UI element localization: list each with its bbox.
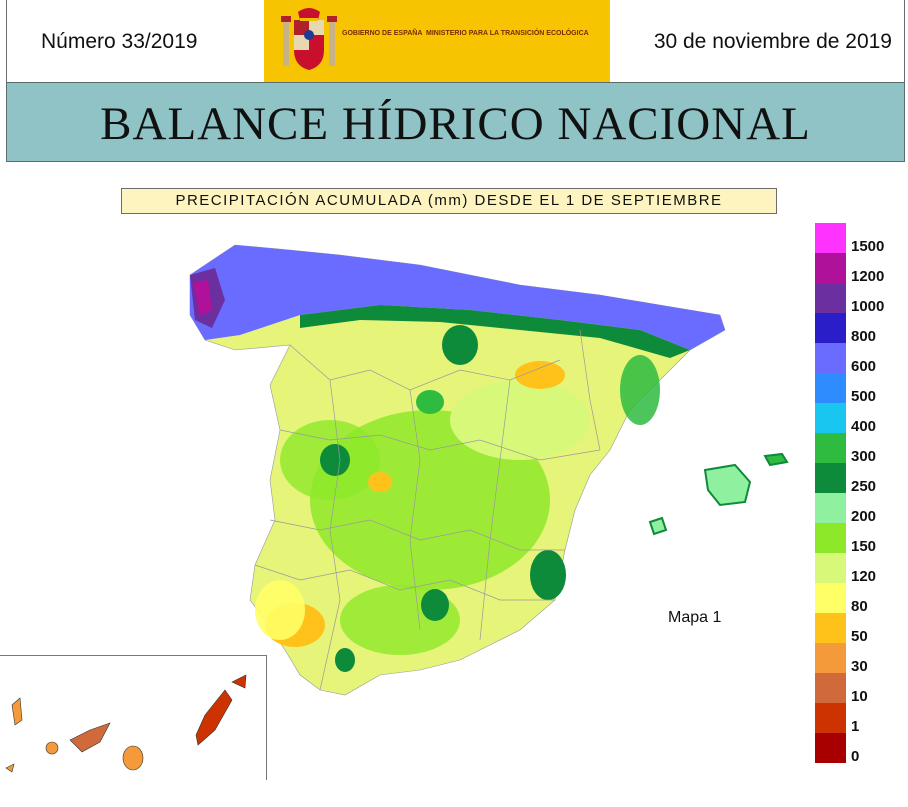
legend-label: 30 — [851, 658, 868, 675]
legend-swatch — [815, 583, 846, 613]
legend-label: 600 — [851, 358, 877, 375]
government-label: GOBIERNO DE ESPAÑA — [342, 30, 423, 37]
storm-spot-5 — [335, 648, 355, 672]
canary-5 — [195, 689, 233, 746]
legend-label: 400 — [851, 418, 877, 435]
valencia-band — [530, 550, 566, 600]
legend-swatch — [815, 373, 846, 403]
canary-7 — [5, 763, 15, 773]
storm-spot-4 — [421, 589, 449, 621]
page-title: BALANCE HÍDRICO NACIONAL — [100, 98, 811, 150]
legend-label: 800 — [851, 328, 877, 345]
bulletin-date: 30 de noviembre de 2019 — [653, 30, 892, 53]
legend-swatch — [815, 613, 846, 643]
legend-swatch — [815, 673, 846, 703]
aragon-dry — [515, 361, 565, 389]
storm-spot-1 — [442, 325, 478, 365]
catalonia-band — [620, 355, 660, 425]
coat-of-arms-icon — [281, 8, 337, 70]
province-borders — [254, 329, 601, 691]
extremadura-dry — [368, 472, 392, 492]
legend-label: 1200 — [851, 268, 885, 285]
legend-swatch — [815, 463, 846, 493]
legend-swatch — [815, 283, 846, 313]
legend-label: 120 — [851, 568, 877, 585]
legend-swatch — [815, 703, 846, 733]
legend-swatch — [815, 643, 846, 673]
ebro-light-zone — [450, 380, 590, 460]
ministry-label: MINISTERIO PARA LA TRANSICIÓN ECOLÓGICA — [426, 30, 589, 37]
legend-label: 150 — [851, 538, 877, 555]
canary-1 — [11, 697, 23, 726]
storm-spot-3 — [320, 444, 350, 476]
legend-swatch — [815, 523, 846, 553]
legend-label: 1 — [851, 718, 860, 735]
map-label: Mapa 1 — [668, 609, 722, 626]
northern-wet-band — [190, 245, 725, 350]
legend-swatch — [815, 493, 846, 523]
canary-2 — [45, 741, 59, 755]
menorca — [763, 452, 789, 467]
issue-number: Número 33/2019 — [41, 30, 198, 53]
canary-6 — [231, 674, 247, 689]
map-subtitle-banner: PRECIPITACIÓN ACUMULADA (mm) DESDE EL 1 … — [121, 188, 777, 214]
legend-label: 1500 — [851, 238, 885, 255]
map-subtitle: PRECIPITACIÓN ACUMULADA (mm) DESDE EL 1 … — [175, 192, 723, 209]
legend-label: 300 — [851, 448, 877, 465]
canary-4 — [122, 745, 144, 771]
legend-label: 250 — [851, 478, 877, 495]
legend-label: 0 — [851, 748, 860, 765]
canary-3 — [69, 722, 111, 753]
legend-swatch — [815, 433, 846, 463]
legend-swatch — [815, 733, 846, 763]
bulletin-header: Número 33/2019 GOBIERNO DE ESPAÑA MINIST… — [6, 0, 905, 83]
legend-label: 80 — [851, 598, 868, 615]
legend-swatch — [815, 253, 846, 283]
legend-label: 10 — [851, 688, 868, 705]
legend-label: 50 — [851, 628, 868, 645]
legend-swatch — [815, 403, 846, 433]
precipitation-map — [5, 244, 789, 773]
north-dark-band — [300, 305, 690, 358]
legend-label: 200 — [851, 508, 877, 525]
legend-label: 500 — [851, 388, 877, 405]
galicia-core — [193, 280, 212, 316]
southwest-light — [255, 580, 305, 640]
legend-swatch — [815, 553, 846, 583]
legend-label: 1000 — [851, 298, 885, 315]
canary-inset-frame — [0, 655, 267, 780]
storm-spot-2 — [416, 390, 444, 414]
legend-swatch — [815, 313, 846, 343]
legend-swatch — [815, 343, 846, 373]
mallorca — [703, 463, 752, 507]
ibiza — [648, 516, 668, 536]
legend-swatch — [815, 223, 846, 253]
title-banner: BALANCE HÍDRICO NACIONAL — [6, 82, 905, 162]
government-logo-block: GOBIERNO DE ESPAÑA MINISTERIO PARA LA TR… — [264, 0, 610, 82]
